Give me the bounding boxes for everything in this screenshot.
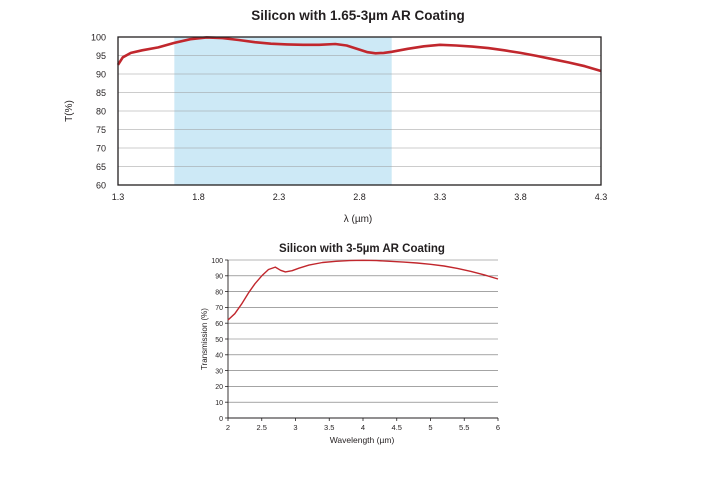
chart-1-y-tick-labels: 60 65 70 75 80 85 90 95 100 [91, 33, 106, 191]
chart-2-axes [227, 260, 499, 421]
chart-1-x-tick-label: 1.3 [112, 192, 125, 202]
chart-2-title: Silicon with 3-5µm AR Coating [279, 243, 445, 255]
chart-2-y-tick-label: 100 [211, 258, 223, 265]
chart-2-x-tick-label: 2.5 [257, 423, 267, 432]
chart-2-y-tick-label: 0 [219, 416, 223, 423]
chart-1-x-tick-label: 4.3 [595, 192, 608, 202]
chart-2-x-tick-label: 4 [361, 423, 365, 432]
chart-1-y-tick-label: 70 [96, 144, 106, 154]
chart-2-x-tick-label: 5.5 [459, 423, 469, 432]
chart-2-gridlines [225, 259, 498, 419]
chart-2-y-tick-label: 50 [215, 337, 223, 344]
chart-2-x-tick-label: 2 [226, 423, 230, 432]
chart-1-y-tick-label: 95 [96, 51, 106, 61]
chart-2-x-tick-label: 5 [428, 423, 432, 432]
chart-2-y-tick-label: 60 [215, 321, 223, 328]
chart-2-series-line [227, 259, 499, 321]
chart-1-y-tick-label: 75 [96, 125, 106, 135]
chart-2-y-tick-label: 90 [215, 274, 223, 281]
chart-1-y-tick-label: 65 [96, 162, 106, 172]
chart-1-x-tick-label: 3.3 [434, 192, 447, 202]
chart-2-y-tick-label: 40 [215, 353, 223, 360]
chart-2-y-tick-label: 20 [215, 384, 223, 391]
chart-2-y-tick-label: 80 [215, 289, 223, 296]
chart-2-x-tick-label: 3 [293, 423, 297, 432]
chart-2-x-axis-label: Wavelength (µm) [330, 435, 395, 445]
chart-1-plot-frame [117, 36, 602, 186]
chart-1-y-tick-label: 100 [91, 33, 106, 43]
chart-1-x-tick-labels: 1.3 1.8 2.3 2.8 3.3 3.8 4.3 [112, 192, 608, 202]
chart-1-y-axis-label: T(%) [64, 100, 75, 122]
chart-1-title: Silicon with 1.65-3µm AR Coating [251, 8, 465, 23]
chart-2-x-tick-label: 6 [496, 423, 500, 432]
chart-1: Silicon with 1.65-3µm AR Coating 60 65 70 7… [64, 8, 607, 225]
chart-1-x-tick-label: 2.3 [273, 192, 286, 202]
chart-2-y-tick-label: 30 [215, 368, 223, 375]
chart-2-x-tick-label: 4.5 [392, 423, 402, 432]
chart-1-y-tick-label: 80 [96, 107, 106, 117]
chart-1-y-tick-label: 90 [96, 70, 106, 80]
chart-2-y-tick-label: 10 [215, 400, 223, 407]
chart-2-x-tick-labels: 2 2.5 3 3.5 4 4.5 5 5.5 6 [226, 423, 500, 432]
chart-2: Silicon with 3-5µm AR Coating 0 10 20 30 40 5… [200, 243, 500, 445]
chart-1-x-axis-label: λ (µm) [344, 214, 373, 225]
chart-1-x-tick-label: 1.8 [192, 192, 205, 202]
chart-2-x-tick-label: 3.5 [324, 423, 334, 432]
chart-1-y-tick-label: 60 [96, 181, 106, 191]
chart-1-y-tick-label: 85 [96, 88, 106, 98]
chart-1-x-tick-label: 3.8 [514, 192, 527, 202]
chart-2-y-axis-label: Transmission (%) [200, 308, 209, 370]
chart-2-y-tick-labels: 0 10 20 30 40 50 60 70 80 90 100 [211, 258, 223, 423]
chart-1-series-line [116, 36, 602, 73]
chart-2-y-tick-label: 70 [215, 305, 223, 312]
chart-1-x-tick-label: 2.8 [353, 192, 366, 202]
